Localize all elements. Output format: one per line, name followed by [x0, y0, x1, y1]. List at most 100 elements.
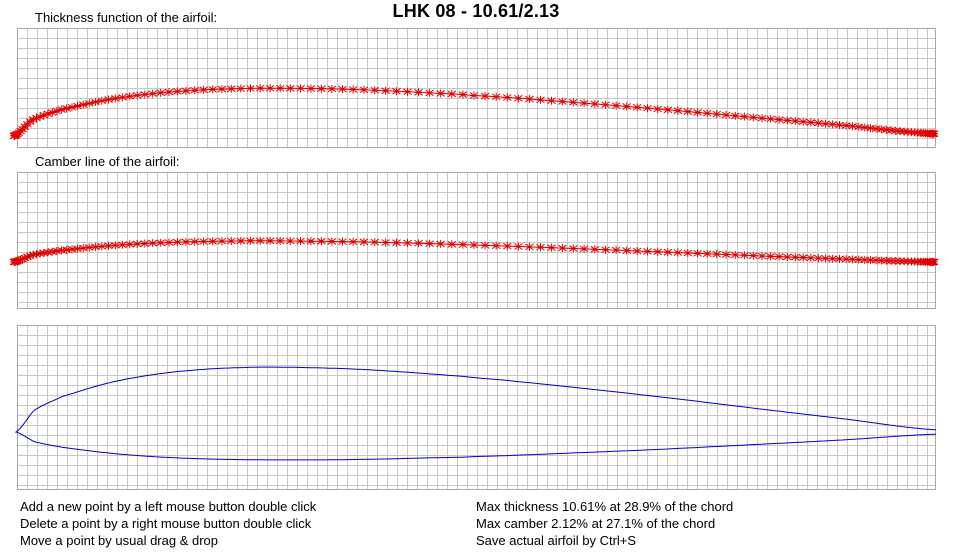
camber-control-point[interactable]: [104, 241, 113, 250]
thickness-control-point[interactable]: [721, 110, 731, 119]
thickness-control-point[interactable]: [392, 87, 401, 96]
camber-control-point[interactable]: [246, 236, 255, 245]
thickness-control-point[interactable]: [348, 85, 358, 94]
camber-control-point[interactable]: [611, 246, 621, 255]
thickness-control-point[interactable]: [491, 92, 501, 101]
thickness-control-point[interactable]: [558, 97, 567, 106]
camber-control-point[interactable]: [348, 237, 358, 246]
thickness-control-point[interactable]: [370, 86, 380, 95]
thickness-control-point[interactable]: [97, 96, 107, 105]
thickness-control-point[interactable]: [164, 88, 174, 97]
thickness-control-point[interactable]: [306, 84, 316, 93]
thickness-control-point[interactable]: [403, 87, 412, 96]
thickness-control-point[interactable]: [327, 84, 337, 93]
thickness-control-point[interactable]: [208, 85, 217, 94]
thickness-control-point[interactable]: [469, 91, 479, 100]
camber-control-point[interactable]: [265, 236, 275, 245]
camber-control-point[interactable]: [503, 242, 512, 251]
thickness-control-point[interactable]: [317, 84, 326, 93]
camber-control-point[interactable]: [806, 253, 816, 262]
camber-control-point[interactable]: [821, 254, 830, 263]
camber-control-point[interactable]: [536, 243, 545, 252]
thickness-control-point[interactable]: [774, 115, 784, 124]
thickness-control-point[interactable]: [78, 100, 88, 109]
thickness-control-point[interactable]: [181, 86, 191, 95]
camber-control-point[interactable]: [306, 237, 316, 246]
camber-control-point[interactable]: [663, 248, 673, 257]
camber-control-point[interactable]: [693, 249, 702, 258]
camber-control-point[interactable]: [757, 251, 767, 260]
camber-control-point[interactable]: [547, 243, 556, 252]
thickness-control-point[interactable]: [643, 104, 652, 113]
camber-control-point[interactable]: [111, 241, 120, 250]
thickness-control-point[interactable]: [568, 98, 578, 107]
thickness-control-point[interactable]: [111, 94, 120, 103]
camber-control-point[interactable]: [622, 246, 631, 255]
thickness-control-point[interactable]: [226, 84, 236, 93]
camber-control-point[interactable]: [590, 245, 600, 254]
thickness-control-point[interactable]: [447, 89, 457, 98]
thickness-control-point[interactable]: [782, 116, 792, 125]
camber-control-point[interactable]: [653, 247, 663, 256]
thickness-control-point[interactable]: [67, 103, 77, 112]
camber-control-point[interactable]: [164, 238, 174, 247]
thickness-control-point[interactable]: [766, 114, 775, 123]
thickness-control-point[interactable]: [791, 117, 800, 126]
thickness-control-point[interactable]: [821, 119, 830, 128]
camber-control-point[interactable]: [255, 236, 265, 245]
camber-control-point[interactable]: [673, 248, 683, 257]
camber-control-point[interactable]: [748, 251, 758, 260]
thickness-control-point[interactable]: [632, 103, 642, 112]
thickness-control-point[interactable]: [84, 99, 94, 108]
thickness-control-point[interactable]: [132, 91, 142, 100]
thickness-control-point[interactable]: [683, 107, 693, 116]
camber-control-point[interactable]: [683, 248, 693, 257]
thickness-control-point[interactable]: [285, 84, 295, 93]
thickness-control-point[interactable]: [265, 84, 275, 93]
camber-control-point[interactable]: [632, 246, 642, 255]
camber-control-point[interactable]: [731, 250, 740, 259]
camber-control-point[interactable]: [285, 236, 295, 245]
camber-control-point[interactable]: [381, 238, 390, 247]
camber-control-point[interactable]: [226, 237, 236, 246]
camber-control-point[interactable]: [217, 237, 227, 246]
thickness-control-point[interactable]: [190, 86, 200, 95]
camber-control-point[interactable]: [338, 237, 347, 246]
camber-control-point[interactable]: [370, 238, 380, 247]
camber-control-point[interactable]: [568, 244, 578, 253]
thickness-control-point[interactable]: [381, 86, 390, 95]
thickness-control-point[interactable]: [425, 88, 434, 97]
thickness-control-point[interactable]: [663, 105, 673, 114]
thickness-control-point[interactable]: [255, 84, 265, 93]
camber-control-point[interactable]: [798, 253, 808, 262]
camber-control-point[interactable]: [359, 237, 369, 246]
thickness-control-point[interactable]: [579, 99, 589, 108]
thickness-control-point[interactable]: [653, 104, 663, 113]
thickness-control-point[interactable]: [148, 89, 157, 98]
camber-control-point[interactable]: [392, 238, 401, 247]
camber-control-point[interactable]: [712, 250, 722, 259]
camber-control-point[interactable]: [643, 247, 652, 256]
camber-control-point[interactable]: [425, 239, 434, 248]
camber-control-point[interactable]: [774, 252, 784, 261]
camber-control-point[interactable]: [199, 237, 208, 246]
thickness-control-point[interactable]: [702, 109, 712, 118]
thickness-control-point[interactable]: [601, 100, 610, 109]
thickness-control-point[interactable]: [622, 102, 631, 111]
camber-control-point[interactable]: [558, 244, 567, 253]
thickness-control-point[interactable]: [275, 84, 285, 93]
camber-control-point[interactable]: [702, 249, 712, 258]
camber-control-point[interactable]: [275, 236, 285, 245]
thickness-control-point[interactable]: [798, 117, 808, 126]
thickness-control-point[interactable]: [62, 104, 71, 113]
camber-control-point[interactable]: [491, 241, 501, 250]
camber-control-point[interactable]: [132, 239, 142, 248]
camber-control-point[interactable]: [118, 240, 127, 249]
camber-control-point[interactable]: [173, 238, 182, 247]
thickness-control-point[interactable]: [246, 84, 255, 93]
thickness-control-point[interactable]: [503, 93, 512, 102]
camber-control-point[interactable]: [447, 240, 457, 249]
camber-control-point[interactable]: [791, 253, 800, 262]
